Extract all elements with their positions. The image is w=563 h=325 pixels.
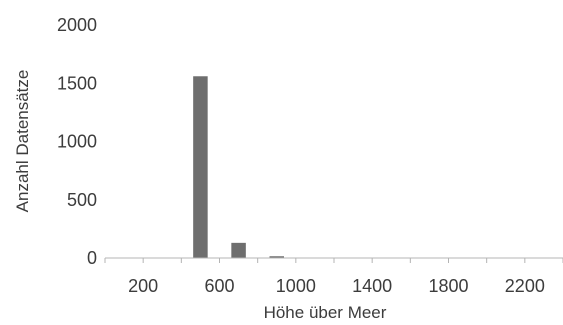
x-tick-label: 1000 [276, 276, 316, 296]
x-tick-label: 1400 [352, 276, 392, 296]
y-tick-label: 1000 [57, 132, 97, 152]
y-axis-ticks: 0 500 1000 1500 2000 [57, 15, 97, 268]
y-axis-title: Anzahl Datensätze [13, 70, 32, 213]
bar [269, 256, 284, 258]
y-tick-label: 500 [67, 190, 97, 210]
x-tick-label: 200 [128, 276, 158, 296]
bar [231, 242, 246, 258]
x-tick-label: 600 [204, 276, 234, 296]
x-axis-ticks: 200 600 1000 1400 1800 2200 [104, 258, 563, 296]
y-tick-label: 1500 [57, 73, 97, 93]
y-tick-label: 0 [87, 248, 97, 268]
bar [193, 76, 208, 258]
y-tick-label: 2000 [57, 15, 97, 35]
x-tick-label: 2200 [505, 276, 545, 296]
x-tick-label: 1800 [428, 276, 468, 296]
bar-series [193, 76, 323, 258]
x-axis-title: Höhe über Meer [264, 303, 387, 322]
